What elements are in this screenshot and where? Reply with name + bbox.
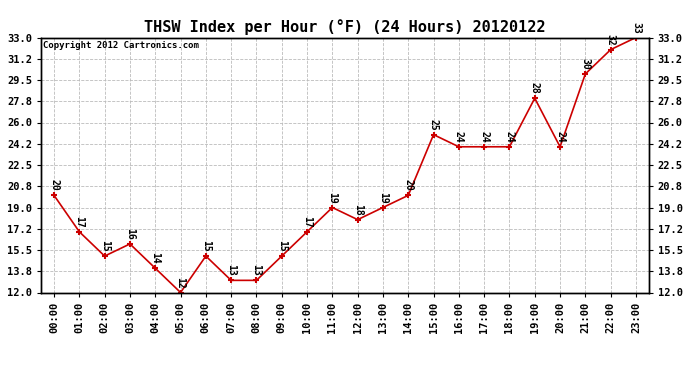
Text: 24: 24 — [454, 131, 464, 142]
Text: 16: 16 — [125, 228, 135, 240]
Text: 24: 24 — [504, 131, 515, 142]
Text: 18: 18 — [353, 204, 363, 216]
Text: 17: 17 — [75, 216, 84, 228]
Text: 28: 28 — [530, 82, 540, 94]
Text: Copyright 2012 Cartronics.com: Copyright 2012 Cartronics.com — [43, 41, 199, 50]
Text: 15: 15 — [99, 240, 110, 252]
Text: 19: 19 — [378, 192, 388, 203]
Text: 13: 13 — [226, 264, 236, 276]
Text: 14: 14 — [150, 252, 160, 264]
Text: 19: 19 — [327, 192, 337, 203]
Text: 20: 20 — [49, 180, 59, 191]
Text: 20: 20 — [403, 180, 413, 191]
Text: 33: 33 — [631, 22, 641, 33]
Text: 32: 32 — [606, 34, 615, 45]
Text: 12: 12 — [175, 277, 186, 288]
Text: 13: 13 — [251, 264, 262, 276]
Text: 25: 25 — [428, 119, 439, 130]
Text: 24: 24 — [479, 131, 489, 142]
Text: 24: 24 — [555, 131, 565, 142]
Text: 15: 15 — [277, 240, 287, 252]
Text: 17: 17 — [302, 216, 312, 228]
Title: THSW Index per Hour (°F) (24 Hours) 20120122: THSW Index per Hour (°F) (24 Hours) 2012… — [144, 19, 546, 35]
Text: 15: 15 — [201, 240, 211, 252]
Text: 30: 30 — [580, 58, 591, 70]
